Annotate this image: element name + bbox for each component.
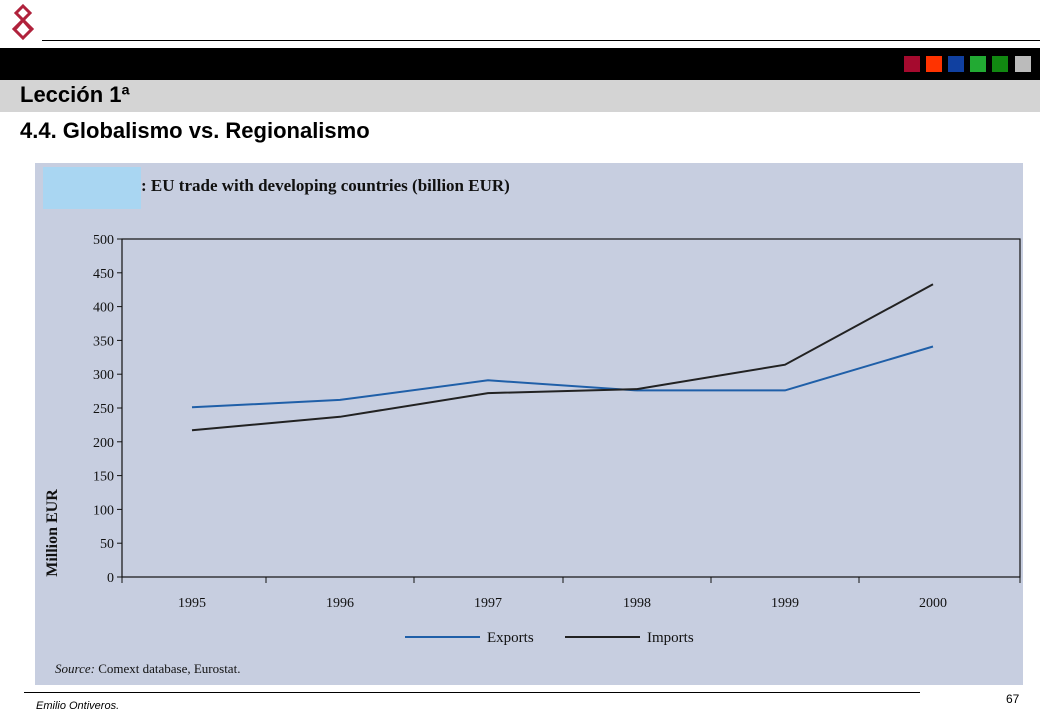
x-tick-label: 2000 xyxy=(919,596,947,611)
color-swatch xyxy=(948,56,964,72)
highlight-box xyxy=(43,167,141,209)
y-tick-label: 250 xyxy=(93,402,114,417)
color-swatch xyxy=(926,56,942,72)
plot-frame xyxy=(121,238,1021,578)
y-tick-label: 300 xyxy=(93,368,114,383)
legend-label-imports: Imports xyxy=(647,630,694,646)
header-bar xyxy=(0,48,1040,80)
footer-rule xyxy=(24,692,920,693)
y-tick-label: 200 xyxy=(93,436,114,451)
slide-subtitle: 4.4. Globalismo vs. Regionalismo xyxy=(20,118,370,143)
x-tick-label: 1998 xyxy=(623,596,651,611)
author-name: Emilio Ontiveros. xyxy=(36,700,120,712)
y-tick-label: 100 xyxy=(93,503,114,518)
source-prefix: Source: xyxy=(55,661,95,676)
color-swatch xyxy=(1015,56,1031,72)
lesson-title: Lección 1ª xyxy=(20,82,130,107)
source-note: Source: Comext database, Eurostat. xyxy=(55,661,240,676)
y-tick-label: 500 xyxy=(93,233,114,248)
x-tick-label: 1999 xyxy=(771,596,799,611)
title-band xyxy=(0,80,1040,112)
y-tick-label: 150 xyxy=(93,470,114,485)
header-rule xyxy=(42,40,1040,41)
logo-icon xyxy=(11,3,35,41)
x-tick-label: 1997 xyxy=(474,596,502,611)
x-tick-label: 1996 xyxy=(326,596,354,611)
series-line-imports xyxy=(191,283,934,432)
chart-panel: : EU trade with developing countries (bi… xyxy=(35,163,1023,685)
color-swatch xyxy=(970,56,986,72)
source-text: Comext database, Eurostat. xyxy=(98,661,240,676)
legend-label-exports: Exports xyxy=(487,630,534,646)
color-swatch xyxy=(904,56,920,72)
y-tick-label: 400 xyxy=(93,301,114,316)
line-chart: : EU trade with developing countries (bi… xyxy=(44,176,1021,676)
series-line-exports xyxy=(191,345,934,409)
x-tick-label: 1995 xyxy=(178,596,206,611)
y-tick-label: 0 xyxy=(107,571,114,586)
y-tick-label: 450 xyxy=(93,267,114,282)
y-tick-label: 50 xyxy=(100,537,114,552)
y-tick-label: 350 xyxy=(93,334,114,349)
chart-title: : EU trade with developing countries (bi… xyxy=(141,176,510,195)
color-swatch xyxy=(992,56,1008,72)
page-number: 67 xyxy=(1006,692,1020,706)
y-axis-label: Million EUR xyxy=(44,489,61,577)
